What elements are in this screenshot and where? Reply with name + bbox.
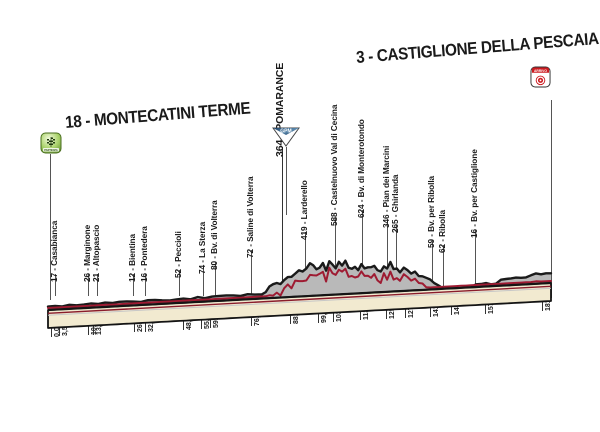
svg-text:GPM: GPM	[280, 129, 291, 135]
